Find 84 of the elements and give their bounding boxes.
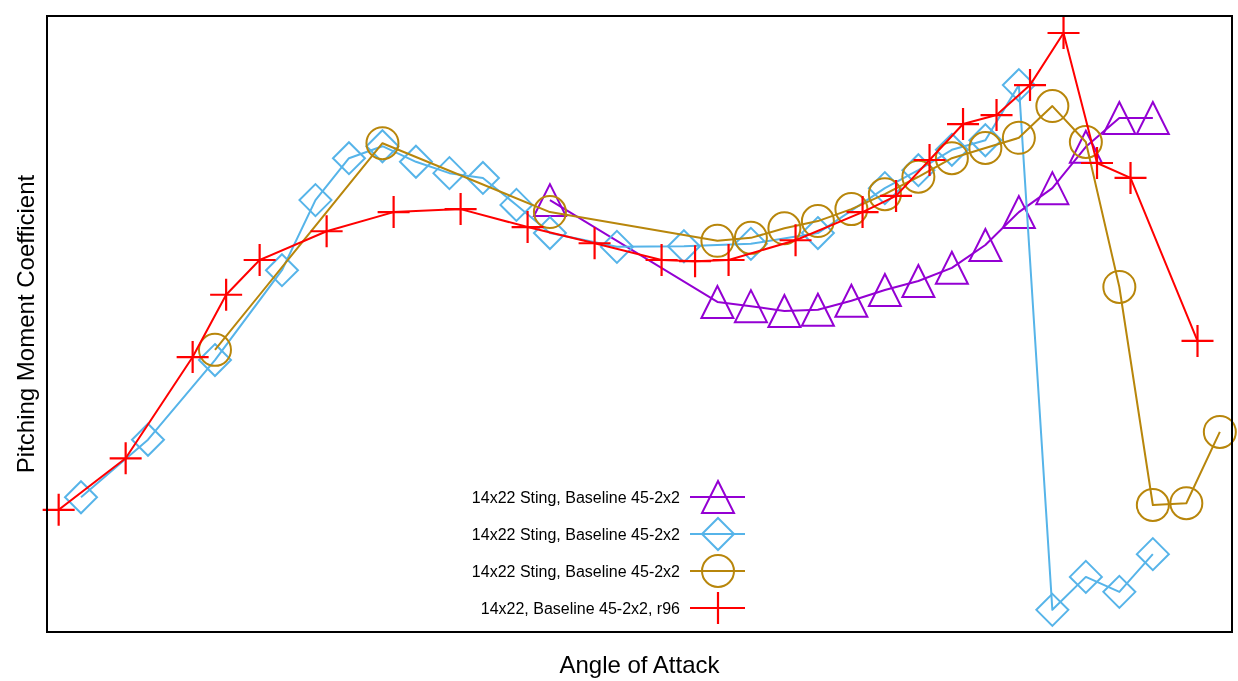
legend-label: 14x22, Baseline 45-2x2, r96	[480, 600, 681, 617]
point	[834, 283, 869, 318]
point	[331, 141, 366, 176]
point	[511, 211, 544, 244]
point	[834, 192, 869, 227]
y-axis-title: Pitching Moment Coefficient	[12, 174, 39, 474]
legend-label: 14x22 Sting, Baseline 45-2x2	[471, 563, 681, 580]
point	[1001, 120, 1036, 155]
point	[432, 156, 467, 191]
legend-label: 14x22 Sting, Baseline 45-2x2	[471, 489, 681, 506]
point	[599, 229, 634, 264]
point	[880, 179, 913, 212]
point	[1081, 146, 1114, 179]
point	[398, 144, 433, 179]
point	[1068, 559, 1103, 594]
point	[1035, 592, 1070, 627]
point	[800, 204, 835, 239]
point	[968, 228, 1003, 263]
point	[1001, 195, 1036, 230]
point	[1035, 171, 1070, 206]
point	[679, 245, 712, 278]
legend-label: 14x22 Sting, Baseline 45-2x2	[471, 526, 681, 543]
point	[298, 183, 333, 218]
point	[968, 131, 1003, 166]
point	[913, 143, 946, 176]
point	[980, 99, 1013, 132]
point	[867, 171, 902, 206]
point	[243, 244, 276, 277]
point	[1102, 574, 1137, 609]
point	[733, 220, 768, 255]
point	[645, 244, 678, 277]
point	[800, 292, 835, 327]
point	[867, 177, 902, 212]
point	[947, 108, 980, 141]
point	[767, 211, 802, 246]
point	[1135, 488, 1170, 523]
point	[867, 272, 902, 307]
point	[733, 226, 768, 261]
point	[109, 442, 142, 475]
point	[130, 422, 165, 457]
point	[578, 227, 611, 260]
point	[1001, 68, 1036, 103]
point	[901, 159, 936, 194]
x-axis-title: Angle of Attack	[559, 651, 721, 678]
point	[767, 293, 802, 328]
point	[934, 132, 969, 167]
point	[901, 263, 936, 298]
point	[901, 153, 936, 188]
point	[800, 216, 835, 251]
point	[264, 253, 299, 288]
point	[1135, 101, 1170, 136]
point	[310, 215, 343, 248]
point	[1169, 486, 1204, 521]
point	[1047, 17, 1080, 49]
point	[444, 193, 477, 226]
point	[1135, 537, 1170, 572]
point	[733, 289, 768, 324]
point	[176, 341, 209, 374]
point	[532, 183, 567, 218]
point	[700, 223, 735, 258]
point	[846, 196, 879, 229]
point	[532, 216, 567, 251]
point	[1014, 69, 1047, 102]
point	[1181, 324, 1214, 357]
point	[197, 343, 232, 378]
point	[934, 141, 969, 176]
point	[210, 278, 243, 311]
point	[1102, 101, 1137, 136]
point	[1102, 269, 1137, 304]
point	[712, 244, 745, 277]
point	[532, 195, 567, 230]
point	[499, 187, 534, 222]
point	[465, 160, 500, 195]
point	[1202, 414, 1237, 449]
point	[666, 229, 701, 264]
point	[779, 224, 812, 257]
point	[934, 250, 969, 285]
point	[377, 196, 410, 229]
point	[64, 480, 98, 515]
point	[1114, 161, 1147, 194]
point	[197, 332, 232, 367]
point	[968, 123, 1003, 158]
point	[1035, 89, 1070, 124]
point	[700, 284, 735, 319]
